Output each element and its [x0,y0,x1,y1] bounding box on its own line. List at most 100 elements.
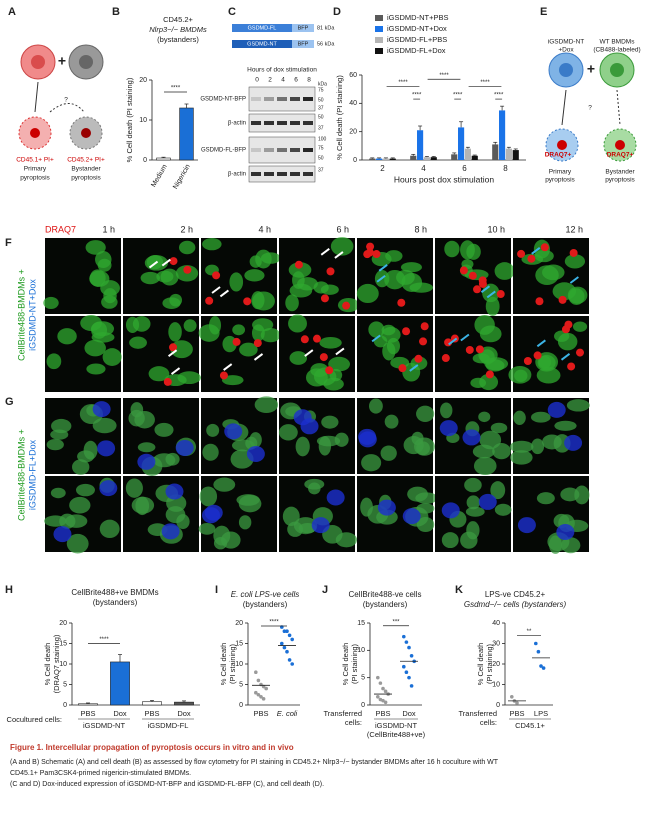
draq7-signal [567,362,576,371]
label: WT BMDMs [600,39,636,46]
label: 2 [268,77,272,84]
micrograph [44,476,121,554]
nucleus-signal [402,508,421,525]
x-tick-label: Dox [113,709,127,718]
cell-signal [131,496,155,514]
bar [423,157,430,160]
cell-signal [572,321,588,332]
cell-signal [84,339,106,357]
y-label: (PI staining) [350,643,359,684]
micrograph [357,398,435,474]
cell-signal [568,288,585,306]
bar [382,158,389,160]
cell-signal [43,296,59,309]
construct-bar [292,40,314,48]
x-tick-label: E. coli [277,709,298,718]
chart-title: Nlrp3−/− BMDMs [149,25,207,34]
micrograph [198,476,277,552]
y-tick-label: 0 [239,702,243,709]
data-point [256,692,261,697]
nucleus [557,140,567,150]
data-point [376,675,380,680]
micrograph [435,476,512,552]
bar [78,703,98,706]
chart-title: (bystanders) [363,600,408,609]
draq7-signal [523,357,532,366]
arrow [569,276,579,284]
legend-swatch [375,26,383,32]
bar [156,157,171,161]
chart-title: (bystanders) [93,598,138,607]
label: Primary [549,169,572,176]
bar [417,130,424,160]
micrograph [123,316,201,392]
data-point [534,641,538,646]
band [251,172,261,176]
draq7-signal [366,242,375,251]
label: iGSDMD-NT [548,39,584,46]
arrow [253,353,264,361]
cell-signal [99,519,120,539]
y-tick-label: 20 [349,129,357,136]
draq7-signal [243,297,252,306]
micrograph [513,238,589,314]
label: CD45.1+ PI+ [16,157,54,164]
y-tick-label: 30 [492,640,500,647]
nucleus [31,55,45,69]
nucleus-signal [204,504,223,521]
draq7-signal [212,271,221,280]
micrograph [201,396,279,474]
label: Bystander [71,166,101,173]
x-tick-label: PBS [80,709,95,718]
nucleus-signal [311,517,330,534]
stain-label: DRAQ7 [45,224,76,234]
band [303,172,313,176]
micrograph [201,237,281,314]
draq7-signal [414,354,423,363]
nucleus [81,128,91,138]
cell-signal [415,492,438,504]
y-tick-label: 10 [235,661,243,668]
micrograph [123,238,199,314]
cell-signal [530,411,551,423]
cell-signal [460,240,475,260]
y-tick-label: 10 [139,117,147,124]
time-label: 10 h [487,224,505,234]
x-label: Hours post dox stimulation [394,174,494,184]
y-label: % Cell death [43,643,52,686]
nucleus-signal [564,434,583,451]
y-tick-label: 15 [59,640,67,647]
y-tick-label: 0 [496,702,500,709]
caption-line: (C and D) Dox-induced expression of iGSD… [10,781,324,788]
bar [376,158,383,160]
y-label: % Cell death [341,643,350,686]
cell-signal [479,373,499,391]
arrow [211,286,221,294]
band [303,121,313,125]
cell-signal [85,240,106,255]
band [251,148,261,152]
cell-signal [492,443,511,460]
arrow [170,367,181,375]
cell-signal [198,324,220,342]
band [264,121,274,125]
nucleus [79,55,93,69]
arrow [448,337,458,346]
draq7-signal [527,254,536,263]
bar [179,107,194,161]
draq7-signal [169,257,178,266]
cell-signal [289,351,308,365]
y-label: % Cell death [476,643,485,686]
cell-signal [574,485,590,505]
cell-signal [46,353,62,370]
micrograph [45,398,121,475]
data-point [541,666,546,670]
micrograph [278,398,355,474]
cell-signal [416,405,435,422]
cell-signal [165,506,186,524]
x-tick-label: 4 [421,164,426,173]
nucleus-signal [92,401,111,418]
label: 50 [318,97,324,103]
cell-signal [154,422,174,437]
label: ? [588,105,592,112]
